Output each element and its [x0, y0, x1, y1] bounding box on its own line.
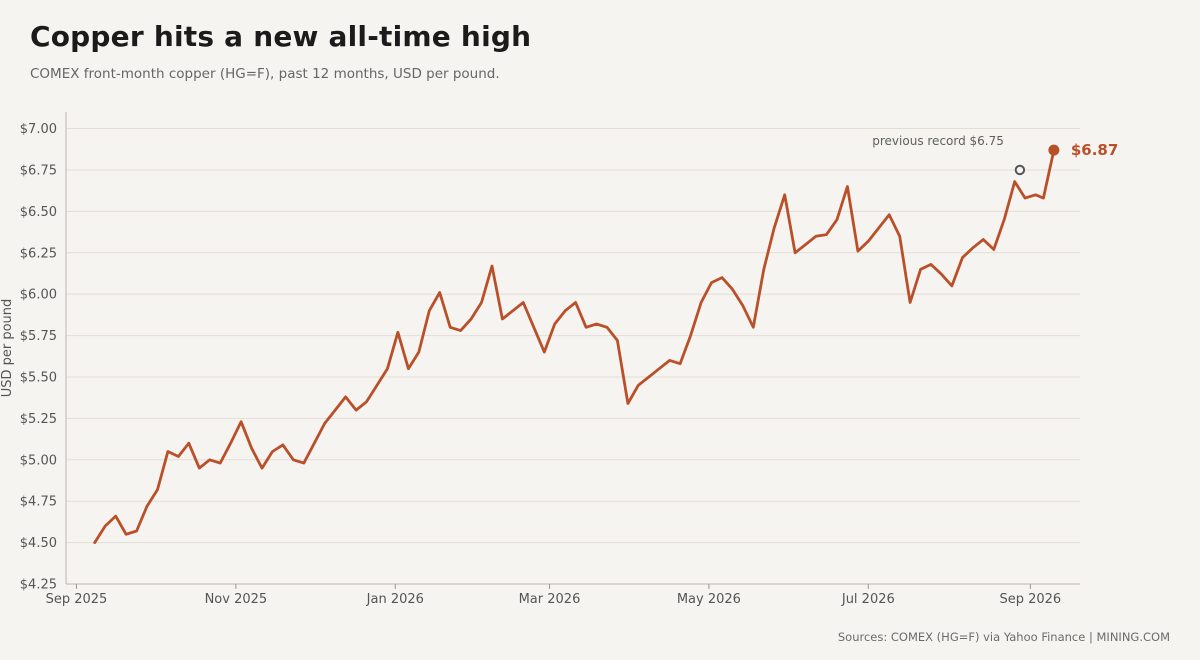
x-axis: Sep 2025 Nov 2025 Jan 2026 Mar 2026 May 2026…: [46, 583, 1080, 607]
chart-subtitle: COMEX front-month copper (HG=F), past 12…: [30, 66, 500, 82]
x-tick-label: Sep 2025: [46, 592, 108, 607]
x-tick-label: Jul 2026: [841, 592, 895, 607]
previous-record-label: previous record $6.75: [872, 134, 1004, 148]
gridlines: [66, 128, 1080, 544]
source-note: Sources: COMEX (HG=F) via Yahoo Finance …: [837, 630, 1170, 644]
y-tick-label: $6.50: [20, 205, 57, 220]
y-tick-label: $4.25: [20, 578, 57, 593]
x-tick-label: Nov 2025: [205, 592, 268, 607]
copper-price-line: [93, 148, 1056, 544]
annotations: previous record $6.75 $6.87: [872, 134, 1118, 176]
x-tick-label: May 2026: [677, 592, 741, 607]
y-tick-label: $5.25: [20, 412, 57, 427]
chart-title: Copper hits a new all-time high: [30, 20, 532, 53]
y-axis-label: USD per pound: [0, 299, 15, 398]
y-tick-label: $6.00: [20, 288, 57, 303]
y-tick-label: $6.25: [20, 246, 57, 261]
x-tick-label: Jan 2026: [366, 592, 424, 607]
previous-record-marker: [1014, 164, 1026, 176]
latest-price-label: $6.87: [1071, 141, 1118, 159]
y-tick-label: $5.50: [20, 370, 57, 385]
x-tick-label: Sep 2026: [999, 592, 1061, 607]
y-tick-label: $6.75: [20, 163, 57, 178]
y-tick-label: $5.75: [20, 329, 57, 344]
y-tick-label: $4.50: [20, 536, 57, 551]
y-tick-label: $5.00: [20, 453, 57, 468]
y-axis: $4.25 $4.50 $4.75 $5.00 $5.25 $5.50 $5.75 $6.00…: [20, 112, 67, 593]
x-tick-label: Mar 2026: [519, 592, 581, 607]
y-tick-label: $4.75: [20, 495, 57, 510]
y-tick-label: $7.00: [20, 122, 57, 137]
latest-price-marker: [1048, 144, 1060, 156]
